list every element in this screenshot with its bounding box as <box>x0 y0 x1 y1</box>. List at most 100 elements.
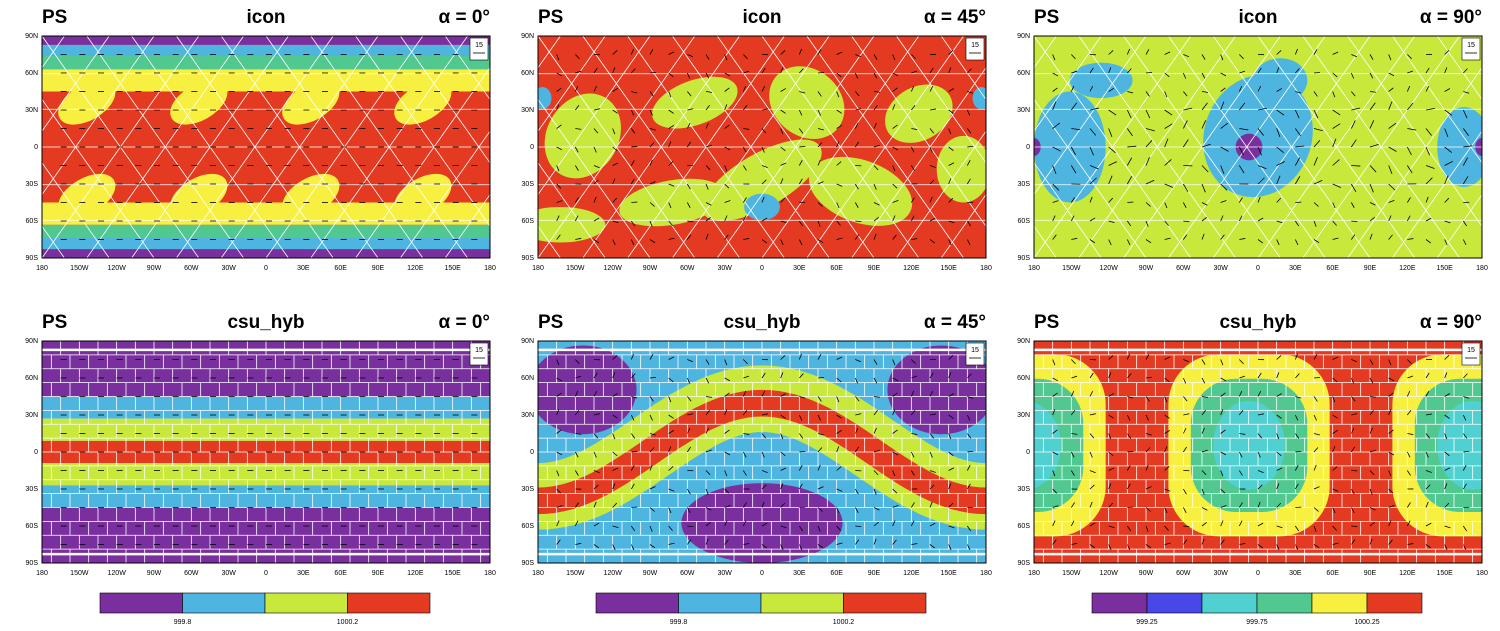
vector <box>1351 139 1357 148</box>
vector <box>1108 175 1113 185</box>
vector <box>1220 122 1229 129</box>
vector <box>668 430 674 434</box>
vector <box>649 433 656 436</box>
vector <box>948 146 954 152</box>
lon-label: 90E <box>372 265 385 272</box>
vector <box>892 87 898 92</box>
vector <box>798 160 803 166</box>
vector <box>1071 375 1078 379</box>
lon-label: 90W <box>147 265 162 272</box>
vector <box>742 451 747 458</box>
vector <box>892 165 896 172</box>
vector <box>1182 427 1187 434</box>
vector <box>929 413 936 416</box>
vector <box>910 470 915 476</box>
lon-label: 60E <box>1326 265 1339 272</box>
lon-label: 180 <box>36 570 48 577</box>
lon-label: 60E <box>830 265 843 272</box>
vector <box>1239 70 1246 74</box>
vector <box>929 217 936 222</box>
vector <box>705 122 709 129</box>
vector <box>630 109 635 116</box>
mesh-line <box>400 130 490 258</box>
lon-label: 120E <box>903 570 920 577</box>
vector <box>836 507 840 514</box>
lon-label: 30W <box>1213 265 1228 272</box>
colorbar-swatch <box>347 592 431 614</box>
vector <box>1425 146 1431 156</box>
vector <box>1350 488 1355 495</box>
vector <box>1369 409 1374 416</box>
vector <box>929 484 935 490</box>
colorbar-swatch <box>1146 592 1203 614</box>
vector <box>1070 390 1075 397</box>
vector <box>687 396 692 402</box>
vector <box>1388 101 1393 111</box>
vector <box>1145 179 1155 185</box>
colorbar-swatch <box>182 592 266 614</box>
vector <box>1276 67 1280 74</box>
vector <box>892 520 896 527</box>
mesh-line <box>1034 36 1102 132</box>
vector <box>1089 433 1095 439</box>
vector <box>1257 107 1267 111</box>
vector <box>817 464 821 471</box>
vector <box>911 410 916 416</box>
vector <box>575 542 582 545</box>
vector <box>761 501 765 508</box>
vector <box>780 50 786 55</box>
panel-angle: α = 0° <box>439 7 491 28</box>
vector <box>1052 183 1060 191</box>
vector <box>761 67 766 74</box>
vector <box>1239 433 1246 435</box>
vector-key-label: 15 <box>971 347 979 354</box>
vector <box>1127 91 1134 94</box>
vector <box>1164 525 1169 531</box>
vector <box>1388 520 1392 527</box>
vector <box>649 464 653 471</box>
vector <box>929 433 935 439</box>
vector <box>892 72 899 77</box>
lon-label: 60E <box>334 265 347 272</box>
vector <box>724 539 729 545</box>
vector <box>873 427 877 434</box>
vector <box>575 237 582 240</box>
vector <box>1369 470 1375 476</box>
vector <box>575 409 580 416</box>
vector <box>1164 123 1173 129</box>
vector <box>1145 49 1150 55</box>
vector <box>593 179 599 185</box>
vector <box>574 165 579 171</box>
vector <box>556 234 561 240</box>
vector <box>817 109 821 116</box>
vector <box>873 216 879 222</box>
colorbar-label: 999.25 <box>1136 619 1158 626</box>
vector <box>743 359 748 365</box>
vector <box>1351 91 1356 97</box>
vector <box>911 543 918 545</box>
vector <box>742 85 747 92</box>
vector <box>1425 165 1435 169</box>
vector <box>1089 413 1096 416</box>
vector <box>1369 521 1375 527</box>
vector <box>780 109 786 114</box>
vector <box>593 165 600 169</box>
vector <box>1332 396 1336 403</box>
vector <box>761 413 768 416</box>
vector <box>705 202 712 206</box>
colorbar-label: 1000.2 <box>337 619 359 626</box>
vector <box>1444 128 1449 138</box>
mesh-line <box>806 36 964 258</box>
mesh-line <box>1302 36 1460 258</box>
vector <box>780 67 784 74</box>
vector <box>1089 128 1097 136</box>
vector <box>686 72 691 79</box>
vector <box>798 483 803 490</box>
vector <box>1182 139 1189 148</box>
vector <box>1126 483 1131 490</box>
lon-label: 90W <box>1139 265 1154 272</box>
vector <box>687 539 692 545</box>
vector <box>1220 392 1226 397</box>
vector <box>1220 520 1224 527</box>
vector <box>1126 175 1133 185</box>
